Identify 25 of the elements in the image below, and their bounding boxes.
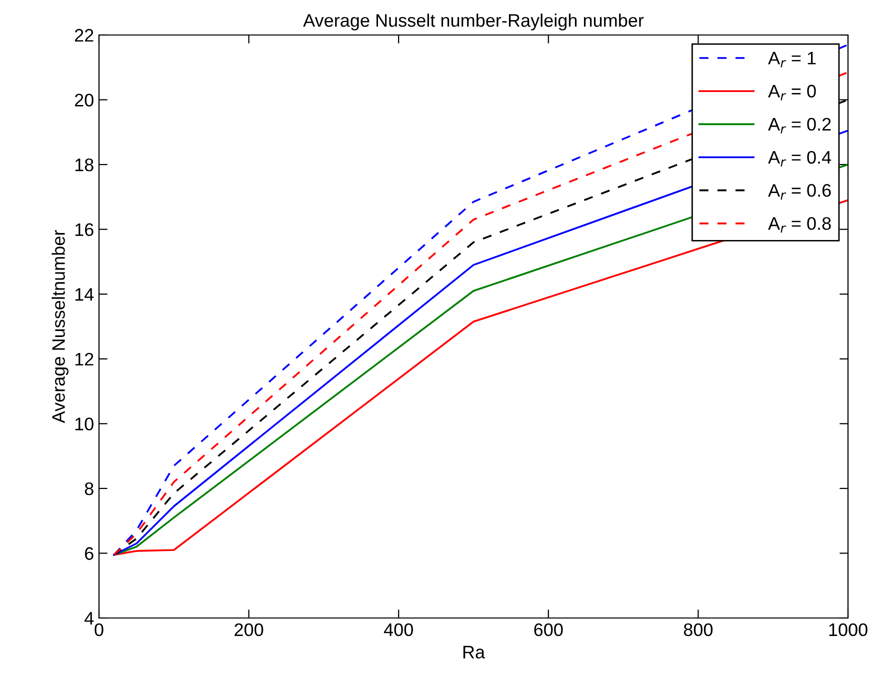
- legend-label: A$_{r}$ = 0.2: [768, 118, 831, 134]
- y-tick-label: 14: [75, 288, 94, 301]
- y-tick-label: 8: [84, 482, 94, 496]
- x-tick-label: 600: [534, 623, 563, 636]
- y-tick-label: 18: [75, 158, 94, 172]
- x-tick-label: 1000: [829, 623, 868, 636]
- chart-title: Average Nusselt number-Rayleigh number: [303, 14, 644, 30]
- x-tick-label: 400: [384, 623, 413, 636]
- y-tick-label: 4: [84, 612, 94, 625]
- y-axis-title: Average Nusseltnumber: [52, 230, 68, 424]
- x-tick-label: 200: [234, 623, 264, 636]
- legend-label: A$_{r}$ = 1: [768, 52, 816, 68]
- x-tick-label: 800: [684, 623, 713, 636]
- y-tick-label: 10: [75, 418, 94, 430]
- y-tick-label: 16: [75, 223, 94, 236]
- y-tick-label: 12: [75, 352, 94, 366]
- x-tick-label: 0: [94, 623, 104, 636]
- x-axis-title: Ra: [463, 646, 486, 659]
- y-tick-label: 22: [74, 28, 94, 42]
- y-tick-label: 20: [74, 94, 94, 106]
- legend-label: A$_{r}$ = 0: [768, 84, 816, 100]
- y-tick-label: 6: [85, 547, 94, 560]
- legend-label: A$_{r}$ = 0.8: [768, 217, 831, 233]
- legend-label: A$_{r}$ = 0.6: [768, 184, 831, 200]
- legend-label: A$_{r}$ = 0.4: [768, 150, 832, 167]
